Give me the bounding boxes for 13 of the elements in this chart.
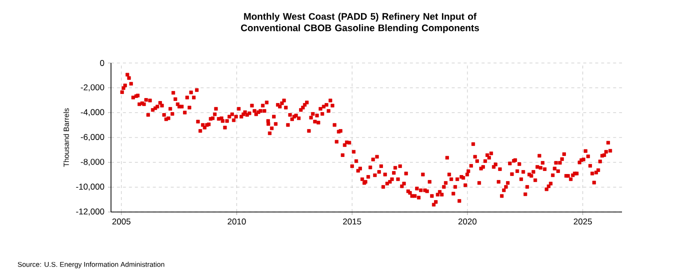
y-tick-label: -12,000 — [76, 208, 104, 216]
x-tick-label: 2010 — [228, 218, 246, 225]
chart-title: Monthly West Coast (PADD 5) Refinery Net Input of Conventional CBOB Gasoline Blending Components — [241, 12, 479, 34]
x-tick-label: 2005 — [112, 218, 130, 225]
y-tick-label: -8,000 — [80, 158, 104, 166]
y-tick-label: -4,000 — [80, 109, 104, 116]
y-tick-label: 0 — [100, 60, 104, 66]
y-tick-label: -2,000 — [80, 84, 104, 92]
x-tick-label: 2025 — [574, 218, 592, 225]
x-tick-label: 2020 — [458, 218, 477, 225]
x-tick-label: 2015 — [343, 218, 362, 225]
y-tick-label: -10,000 — [76, 184, 104, 191]
y-tick-label: -6,000 — [80, 134, 104, 141]
